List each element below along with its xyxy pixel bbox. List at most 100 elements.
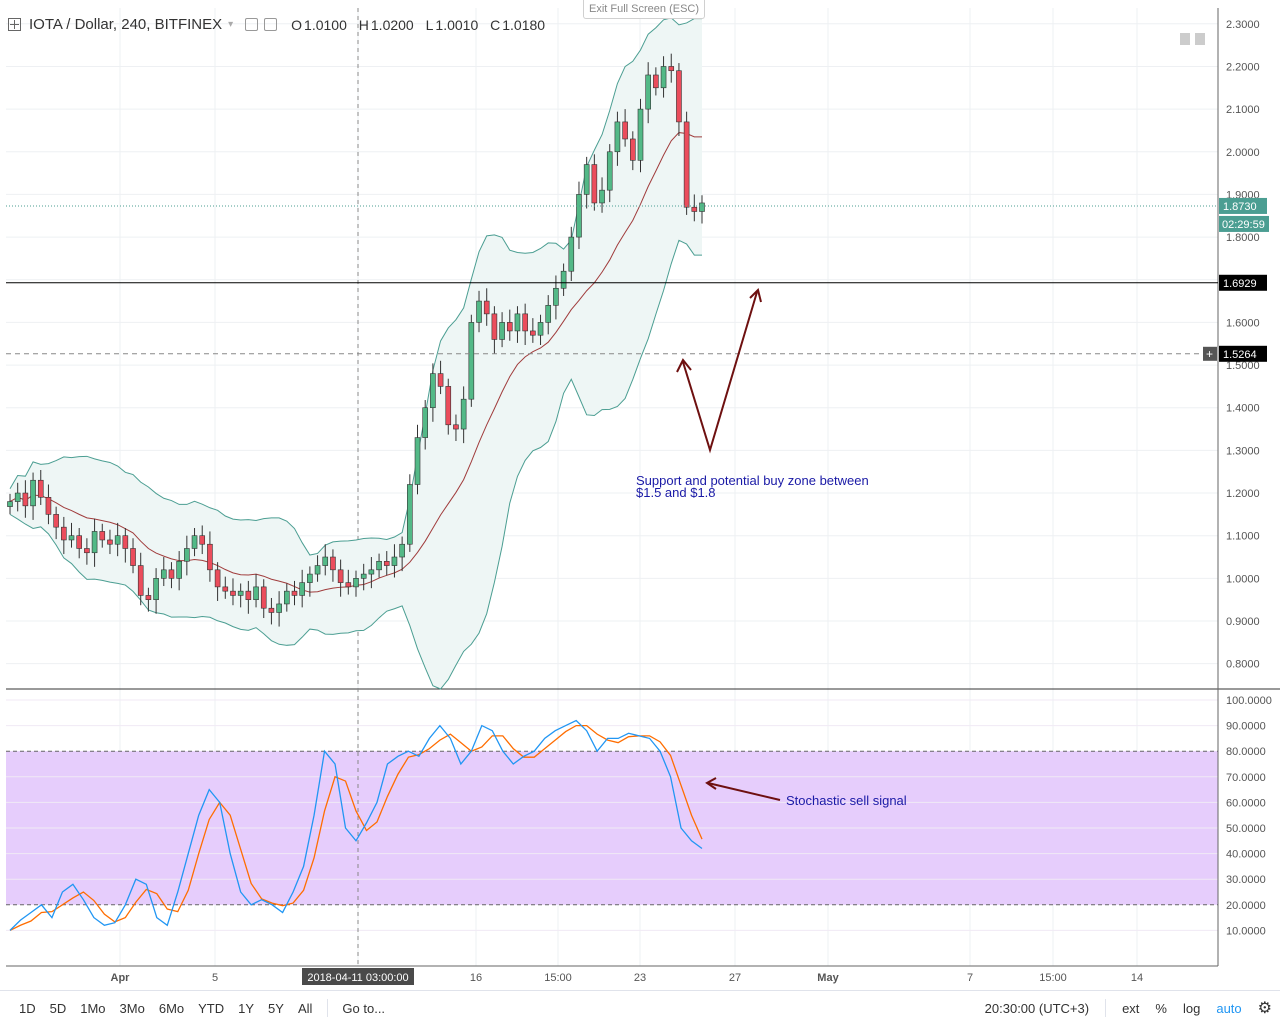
symbol-dropdown-icon[interactable]: ▾ (228, 19, 234, 30)
candle-body[interactable] (545, 305, 552, 323)
candle-body[interactable] (61, 526, 67, 541)
candle-body[interactable] (207, 543, 213, 571)
candle-body[interactable] (291, 590, 298, 596)
log-toggle[interactable]: log (1182, 1000, 1201, 1016)
symbol-title[interactable]: IOTA / Dollar, 240, BITFINEX (29, 16, 223, 33)
candle-body[interactable] (153, 578, 159, 600)
candle-body[interactable] (691, 206, 698, 212)
candle-body[interactable] (437, 373, 444, 387)
candle-body[interactable] (483, 300, 490, 315)
candle-body[interactable] (337, 569, 344, 583)
goto-button[interactable]: Go to... (342, 1000, 386, 1016)
candle-body[interactable] (537, 322, 544, 336)
eye-icon[interactable] (245, 18, 259, 31)
candle-body[interactable] (322, 556, 329, 566)
candle-body[interactable] (7, 501, 13, 507)
timeframe-ytd[interactable]: YTD (198, 1000, 225, 1016)
candle-body[interactable] (45, 497, 52, 515)
candle-body[interactable] (645, 74, 651, 110)
candle-body[interactable] (391, 556, 398, 566)
candle-body[interactable] (330, 556, 336, 571)
candle-body[interactable] (122, 535, 129, 549)
candle-body[interactable] (476, 300, 482, 323)
candle-body[interactable] (199, 535, 206, 545)
scale-down-icon[interactable] (1180, 33, 1190, 45)
candle-body[interactable] (53, 514, 59, 528)
candle-body[interactable] (606, 151, 613, 191)
candle-body[interactable] (168, 569, 175, 579)
candle-body[interactable] (668, 66, 675, 72)
candle-body[interactable] (268, 607, 275, 613)
clock-readout[interactable]: 20:30:00 (UTC+3) (984, 1000, 1090, 1016)
candle-body[interactable] (260, 586, 267, 609)
gear-icon[interactable]: ⚙ (1257, 1000, 1272, 1017)
candle-body[interactable] (460, 398, 467, 430)
candle-body[interactable] (107, 539, 113, 545)
candle-body[interactable] (514, 313, 521, 332)
candle-body[interactable] (376, 560, 382, 571)
chart-svg[interactable]: 2.30002.20002.10002.00001.90001.80001.70… (0, 0, 1280, 990)
candle-body[interactable] (176, 560, 182, 579)
candle-body[interactable] (683, 121, 690, 208)
candle-body[interactable] (591, 164, 598, 204)
candle-body[interactable] (622, 121, 628, 140)
candle-body[interactable] (491, 313, 498, 340)
candle-body[interactable] (553, 287, 559, 306)
candle-body[interactable] (407, 484, 413, 545)
candle-body[interactable] (414, 437, 421, 485)
ext-toggle[interactable]: ext (1122, 1000, 1140, 1016)
candle-body[interactable] (84, 548, 90, 554)
candle-body[interactable] (360, 573, 367, 579)
candle-body[interactable] (353, 578, 359, 588)
candle-body[interactable] (576, 194, 582, 238)
chart-settings-icon[interactable] (8, 18, 21, 31)
candle-body[interactable] (37, 479, 44, 498)
candle-body[interactable] (68, 535, 75, 541)
candle-body[interactable] (237, 590, 244, 596)
candle-body[interactable] (676, 70, 682, 123)
candle-body[interactable] (76, 535, 82, 549)
timeframe-6mo[interactable]: 6Mo (158, 1000, 185, 1016)
timeframe-5y[interactable]: 5Y (268, 1000, 284, 1016)
exit-fullscreen-button[interactable]: Exit Full Screen (ESC) (583, 0, 706, 19)
candle-body[interactable] (453, 424, 459, 430)
candle-body[interactable] (222, 586, 229, 592)
candle-body[interactable] (499, 322, 505, 340)
add-level-icon[interactable] (1203, 346, 1217, 361)
timeframe-3mo[interactable]: 3Mo (119, 1000, 145, 1016)
candle-body[interactable] (245, 590, 252, 600)
candle-body[interactable] (599, 189, 605, 204)
candle-body[interactable] (276, 603, 282, 613)
candle-body[interactable] (653, 74, 659, 89)
candle-body[interactable] (699, 202, 705, 212)
candle-body[interactable] (160, 569, 167, 579)
candle-body[interactable] (253, 586, 259, 600)
candle-body[interactable] (614, 121, 621, 153)
percent-toggle[interactable]: % (1155, 1000, 1167, 1016)
candle-body[interactable] (637, 108, 644, 161)
candle-body[interactable] (299, 582, 305, 596)
scale-up-icon[interactable] (1195, 33, 1205, 45)
candle-body[interactable] (660, 66, 667, 89)
candle-body[interactable] (506, 322, 513, 332)
candle-body[interactable] (145, 595, 152, 600)
candle-body[interactable] (114, 535, 121, 545)
timeframe-1d[interactable]: 1D (19, 1000, 36, 1016)
candle-body[interactable] (30, 479, 36, 507)
candle-body[interactable] (368, 569, 375, 575)
timeframe-5d[interactable]: 5D (49, 1000, 67, 1016)
candle-body[interactable] (445, 386, 452, 426)
candle-body[interactable] (14, 492, 21, 502)
timeframe-1y[interactable]: 1Y (238, 1000, 255, 1016)
auto-toggle[interactable]: auto (1216, 1000, 1242, 1016)
candle-body[interactable] (99, 531, 106, 541)
candle-body[interactable] (468, 322, 475, 400)
candle-body[interactable] (629, 138, 636, 161)
candle-body[interactable] (314, 565, 321, 575)
candle-body[interactable] (522, 313, 528, 332)
candle-body[interactable] (91, 531, 98, 554)
timeframe-all[interactable]: All (297, 1000, 313, 1016)
candle-body[interactable] (399, 543, 405, 558)
candle-body[interactable] (345, 582, 352, 588)
